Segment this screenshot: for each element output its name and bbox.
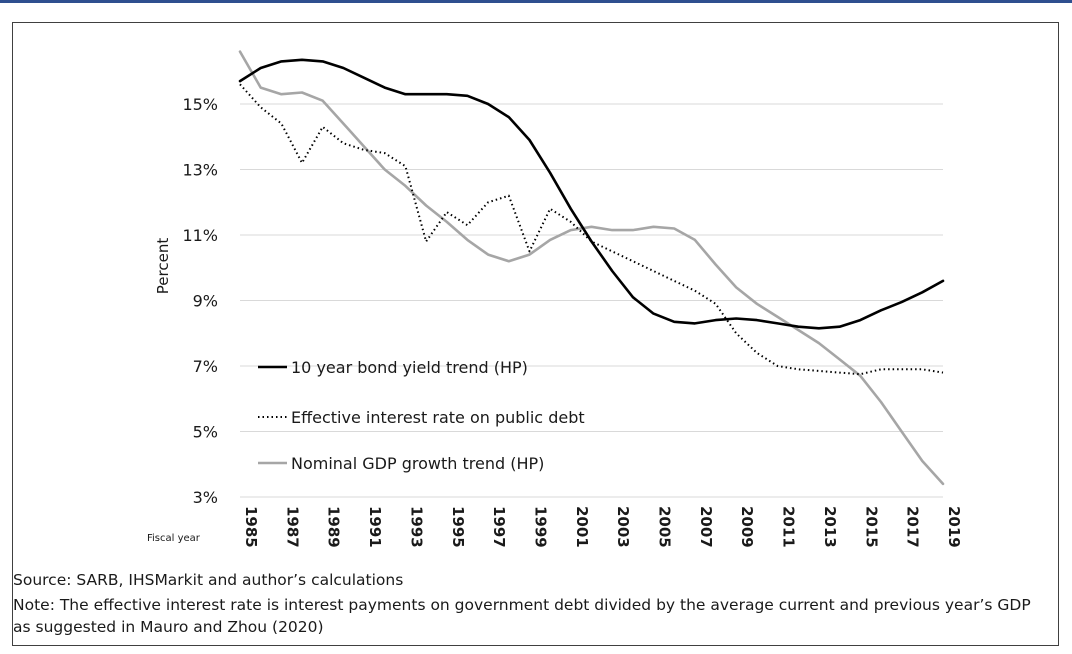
y-tick-labels: 3% 5% 7% 9% 11% 13% 15% xyxy=(182,95,218,507)
legend-label: 10 year bond yield trend (HP) xyxy=(291,358,528,377)
x-tick-label: 1995 xyxy=(449,506,467,548)
series-line xyxy=(238,50,945,486)
title-strip-line xyxy=(0,0,1072,3)
y-tick-label: 9% xyxy=(193,292,218,311)
figure-frame xyxy=(12,22,1059,646)
gridlines xyxy=(240,103,943,498)
legend: 10 year bond yield trend (HP) Effective i… xyxy=(258,358,585,473)
x-axis-title: Fiscal year xyxy=(147,533,201,544)
x-tick-label: 2009 xyxy=(738,506,756,548)
series-line xyxy=(238,58,945,330)
x-tick-label: 1989 xyxy=(325,506,343,548)
legend-label: Effective interest rate on public debt xyxy=(291,408,585,427)
x-tick-label: 2011 xyxy=(780,506,798,548)
footnote: Note: The effective interest rate is int… xyxy=(13,596,1031,636)
y-axis-title: Percent xyxy=(154,238,172,295)
x-tick-label: 1999 xyxy=(531,506,549,548)
x-tick-label: 2013 xyxy=(821,506,839,548)
x-tick-label: 1987 xyxy=(283,506,301,548)
y-tick-label: 11% xyxy=(182,226,218,245)
source-note: Source: SARB, IHSMarkit and author’s cal… xyxy=(13,571,404,589)
y-tick-label: 15% xyxy=(182,95,218,114)
x-tick-label: 2001 xyxy=(573,506,591,548)
y-tick-label: 7% xyxy=(193,357,218,376)
y-tick-label: 13% xyxy=(182,161,218,180)
y-tick-label: 3% xyxy=(193,488,218,507)
legend-label: Nominal GDP growth trend (HP) xyxy=(291,454,544,473)
x-tick-label: 2019 xyxy=(945,506,963,548)
x-tick-label: 1993 xyxy=(407,506,425,548)
x-tick-label: 1991 xyxy=(366,506,384,548)
top-title-strip xyxy=(0,0,1072,12)
x-tick-label: 2007 xyxy=(697,506,715,548)
x-tick-labels: 1985 1987 1989 1991 1993 1995 1997 1999 2001 2003… xyxy=(242,506,963,548)
y-tick-label: 5% xyxy=(193,423,218,442)
x-tick-label: 1997 xyxy=(490,506,508,548)
x-tick-label: 2003 xyxy=(614,506,632,548)
x-tick-label: 2005 xyxy=(656,506,674,548)
series-lines xyxy=(238,50,945,486)
x-tick-label: 2017 xyxy=(904,506,922,548)
x-tick-label: 1985 xyxy=(242,506,260,548)
x-tick-label: 2015 xyxy=(862,506,880,548)
series-line xyxy=(239,83,944,376)
